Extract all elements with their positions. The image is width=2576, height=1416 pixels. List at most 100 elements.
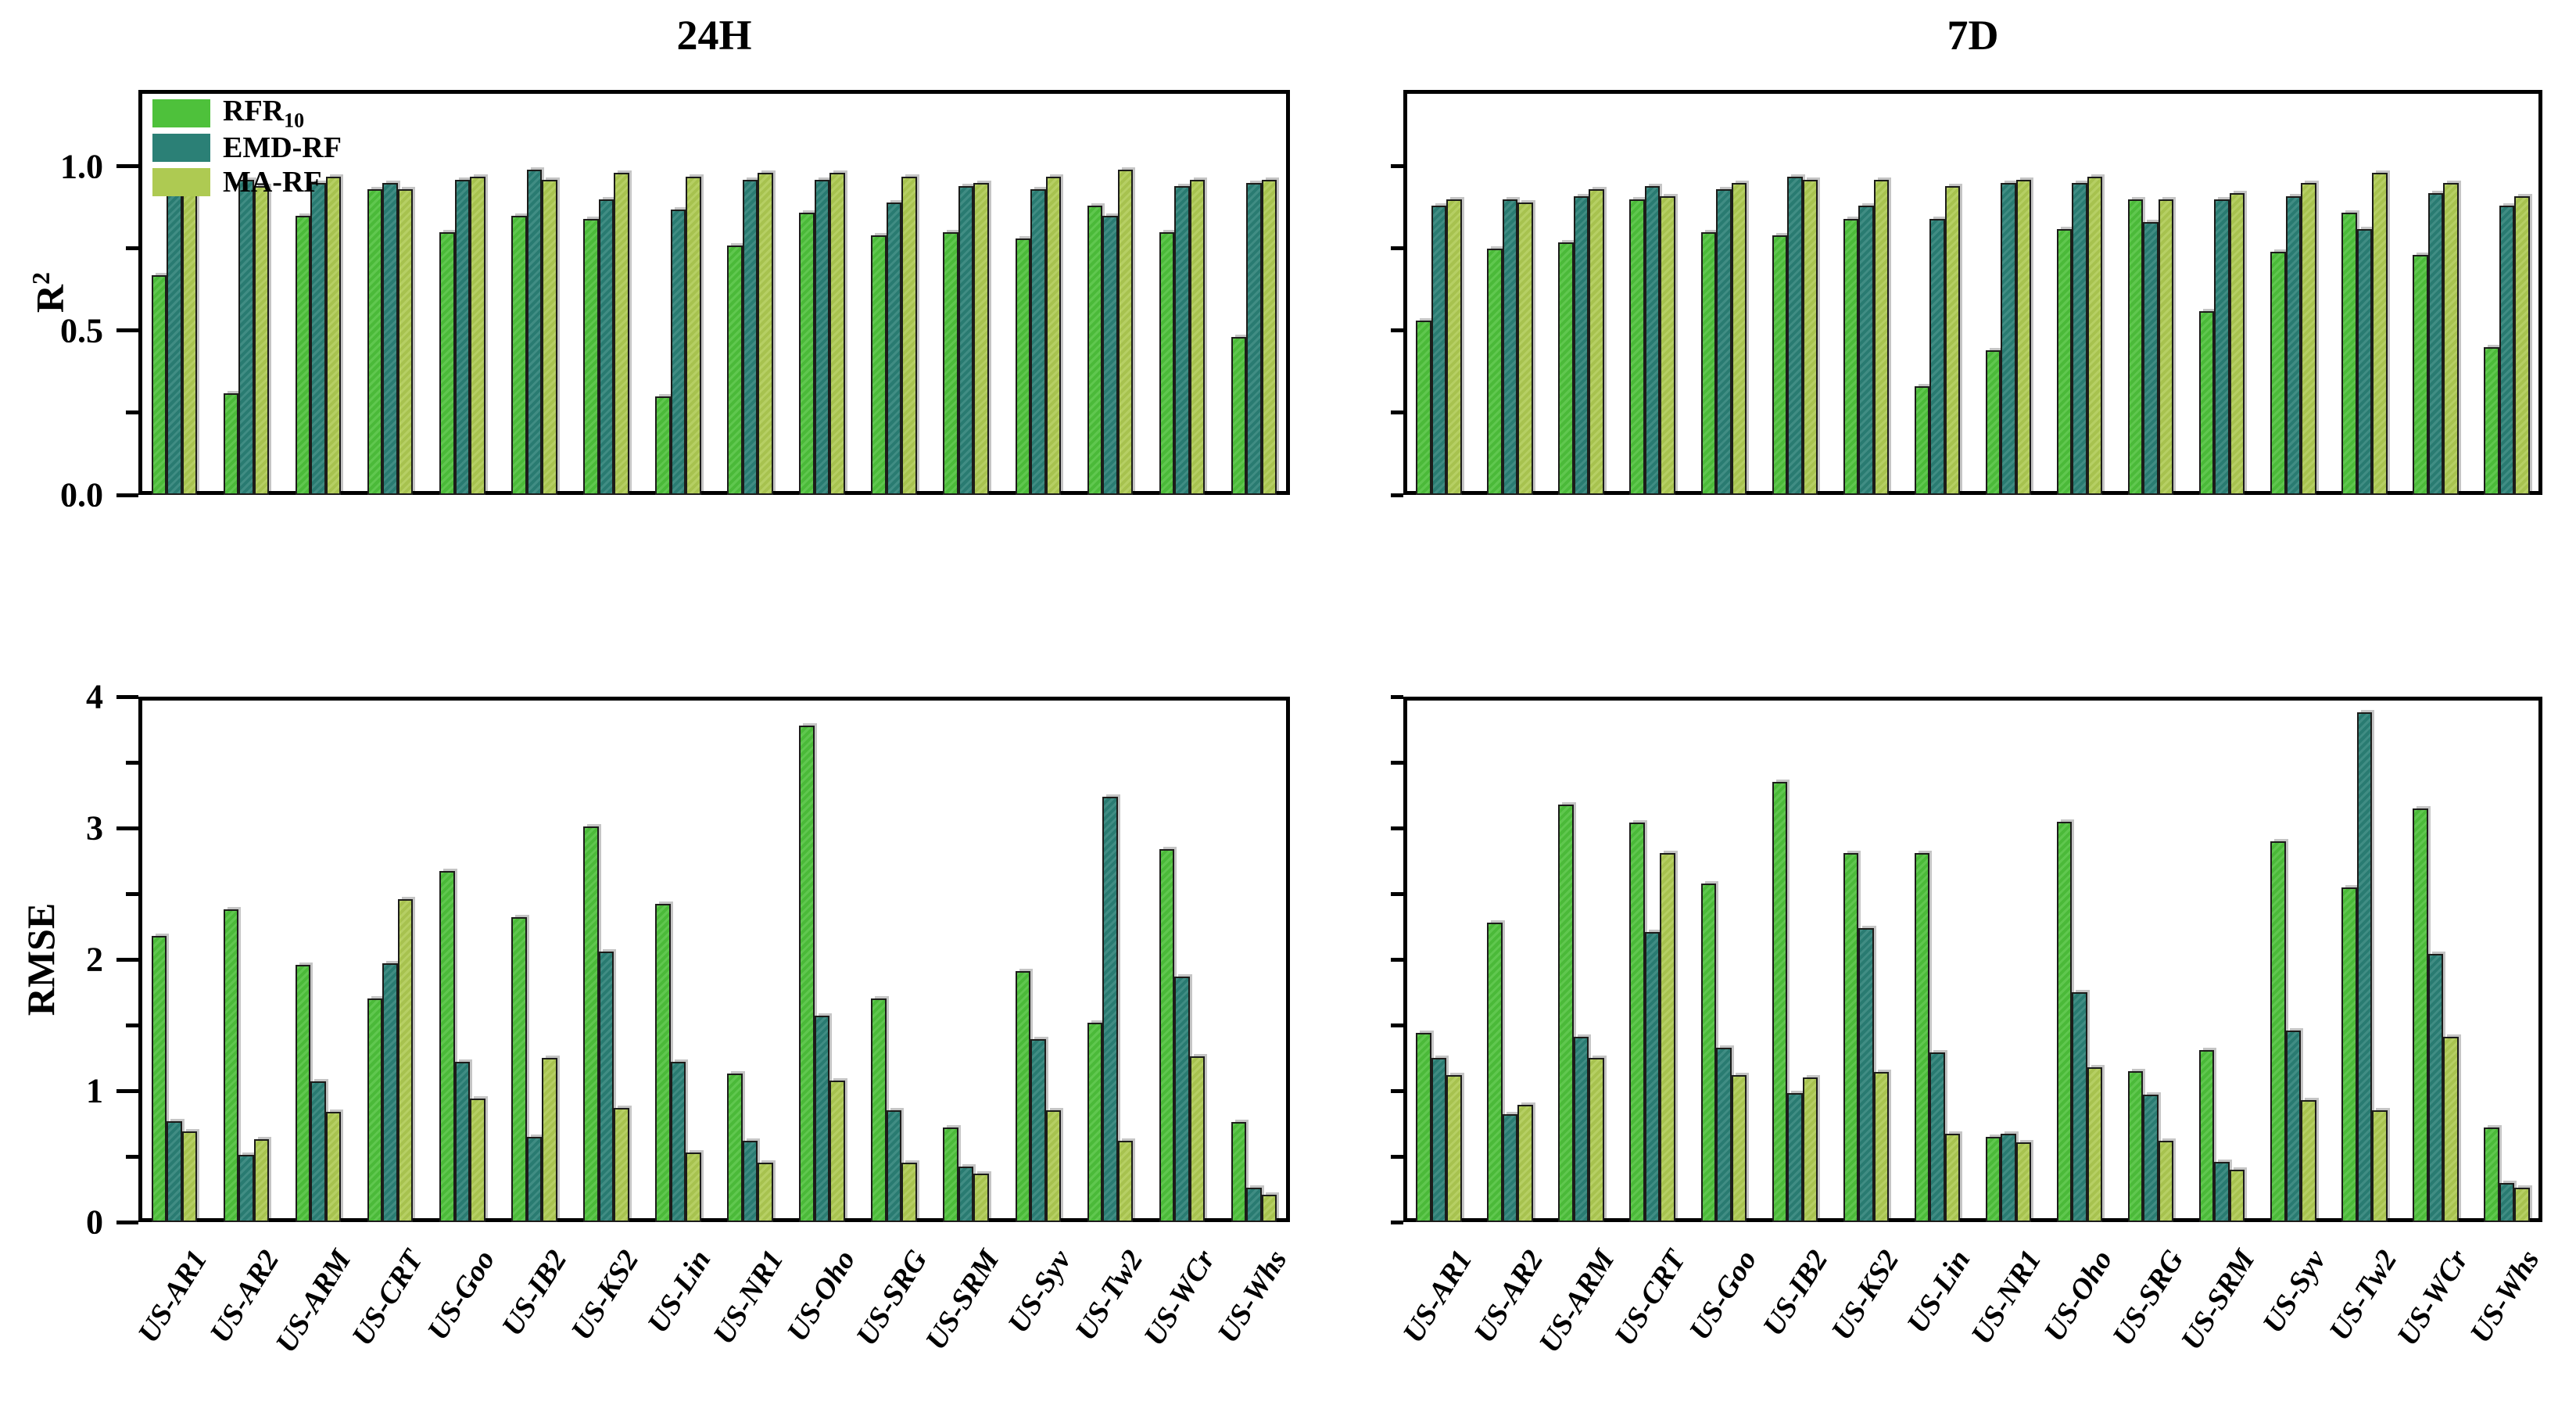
bar-r2-24h-US-Tw2-RFR10 — [1087, 206, 1103, 495]
legend-label: EMD-RF — [223, 131, 342, 164]
bar-rmse-7d-US-AR1-MA-RF — [1446, 1074, 1462, 1222]
bar-rmse-24h-US-Syv-RFR10 — [1015, 971, 1031, 1222]
bar-r2-7d-US-WCr-RFR10 — [2413, 255, 2428, 495]
bar-rmse-24h-US-Whs-EMD-RF — [1246, 1188, 1262, 1222]
x-tick-label-US-Syv: US-Syv — [1001, 1244, 1078, 1339]
bar-r2-24h-US-Syv-EMD-RF — [1030, 189, 1046, 495]
bar-r2-24h-US-Oho-RFR10 — [799, 212, 815, 495]
bar-r2-24h-US-Goo-RFR10 — [439, 231, 455, 495]
bar-rmse-24h-US-ARM-RFR10 — [295, 964, 311, 1222]
bar-rmse-24h-US-Lin-EMD-RF — [670, 1062, 686, 1222]
bar-rmse-7d-US-Tw2-RFR10 — [2341, 887, 2357, 1222]
bar-r2-24h-US-Lin-MA-RF — [686, 176, 701, 495]
bar-rmse-24h-US-SRM-RFR10 — [943, 1127, 958, 1222]
bar-r2-7d-US-Lin-RFR10 — [1914, 386, 1930, 495]
bar-r2-7d-US-Oho-MA-RF — [2087, 176, 2103, 495]
bar-rmse-7d-US-IB2-RFR10 — [1772, 782, 1788, 1222]
bar-r2-7d-US-AR2-MA-RF — [1517, 203, 1533, 495]
bar-rmse-24h-US-NR1-RFR10 — [727, 1074, 743, 1222]
bar-rmse-24h-US-CRT-RFR10 — [367, 998, 383, 1222]
bar-rmse-7d-US-Syv-MA-RF — [2301, 1099, 2316, 1222]
legend-item: EMD-RF — [152, 131, 342, 165]
bar-rmse-7d-US-Oho-MA-RF — [2087, 1066, 2103, 1222]
bar-rmse-7d-US-Whs-RFR10 — [2484, 1127, 2499, 1222]
bar-r2-7d-US-Lin-MA-RF — [1944, 186, 1961, 495]
bar-r2-24h-US-KS2-MA-RF — [614, 173, 629, 495]
bar-rmse-7d-US-IB2-EMD-RF — [1787, 1093, 1803, 1222]
bar-r2-7d-US-SRM-RFR10 — [2198, 310, 2215, 495]
bar-rmse-24h-US-ARM-EMD-RF — [310, 1081, 326, 1222]
bar-r2-24h-US-SRG-MA-RF — [901, 176, 917, 495]
bar-rmse-7d-US-SRM-RFR10 — [2198, 1049, 2215, 1222]
bar-r2-7d-US-KS2-MA-RF — [1873, 179, 1890, 495]
bar-r2-7d-US-ARM-EMD-RF — [1573, 195, 1589, 495]
y-tick — [116, 328, 138, 333]
legend-label: MA-RF — [223, 166, 322, 199]
bar-r2-7d-US-NR1-RFR10 — [1985, 350, 2001, 495]
y-tick — [1391, 164, 1403, 169]
x-tick-label-US-AR1: US-AR1 — [1396, 1244, 1478, 1349]
y-tick-label: 4 — [86, 677, 103, 716]
bar-r2-24h-US-SRM-RFR10 — [943, 231, 958, 495]
bar-rmse-7d-US-Goo-RFR10 — [1700, 883, 1717, 1222]
bar-r2-7d-US-Goo-EMD-RF — [1716, 189, 1732, 495]
bar-r2-24h-US-Tw2-EMD-RF — [1102, 215, 1118, 495]
bar-r2-24h-US-NR1-MA-RF — [758, 173, 773, 495]
bar-r2-24h-US-NR1-EMD-RF — [742, 179, 758, 495]
legend-swatch-ma_rf — [152, 168, 210, 196]
bar-r2-24h-US-IB2-EMD-RF — [526, 170, 543, 495]
bar-rmse-7d-US-NR1-RFR10 — [1985, 1136, 2001, 1222]
bar-rmse-7d-US-ARM-MA-RF — [1589, 1058, 1604, 1222]
bar-r2-7d-US-Oho-EMD-RF — [2072, 182, 2087, 495]
bar-r2-24h-US-Syv-MA-RF — [1045, 176, 1062, 495]
bar-r2-24h-US-IB2-RFR10 — [511, 215, 527, 495]
bar-rmse-24h-US-AR1-RFR10 — [151, 935, 167, 1222]
bar-r2-24h-US-Oho-MA-RF — [829, 173, 845, 495]
bar-rmse-24h-US-Tw2-MA-RF — [1117, 1140, 1134, 1222]
y-tick — [1391, 1023, 1403, 1027]
bar-r2-7d-US-SRG-MA-RF — [2158, 199, 2174, 495]
y-tick — [126, 1154, 138, 1159]
bar-r2-24h-US-AR2-MA-RF — [253, 186, 270, 495]
bar-r2-24h-US-KS2-EMD-RF — [598, 199, 614, 495]
bar-r2-7d-US-IB2-MA-RF — [1802, 179, 1818, 495]
bar-r2-24h-US-WCr-EMD-RF — [1174, 186, 1190, 495]
bar-r2-7d-US-Goo-MA-RF — [1731, 182, 1747, 495]
bar-r2-24h-US-ARM-MA-RF — [325, 176, 342, 495]
bar-rmse-24h-US-Oho-EMD-RF — [814, 1016, 830, 1222]
y-tick — [116, 694, 138, 699]
bar-r2-24h-US-SRM-MA-RF — [973, 182, 989, 495]
x-tick-label-US-WCr: US-WCr — [2391, 1244, 2475, 1352]
bar-r2-24h-US-IB2-MA-RF — [542, 179, 557, 495]
bar-rmse-7d-US-AR2-MA-RF — [1517, 1105, 1533, 1222]
y-tick-label: 2 — [86, 940, 103, 979]
y-tick — [1391, 410, 1403, 415]
bar-r2-24h-US-Goo-EMD-RF — [454, 179, 471, 495]
bar-rmse-24h-US-ARM-MA-RF — [325, 1111, 342, 1222]
legend-item: RFR10 — [152, 96, 342, 131]
bar-rmse-24h-US-NR1-EMD-RF — [742, 1140, 758, 1222]
y-tick — [1391, 826, 1403, 830]
bar-rmse-24h-US-SRG-EMD-RF — [886, 1110, 902, 1222]
bar-rmse-7d-US-AR1-RFR10 — [1416, 1033, 1431, 1222]
x-tick-label-US-IB2: US-IB2 — [1756, 1244, 1835, 1342]
bar-r2-7d-US-AR1-RFR10 — [1416, 321, 1431, 495]
bar-r2-7d-US-ARM-MA-RF — [1589, 189, 1604, 495]
bar-rmse-24h-US-IB2-EMD-RF — [526, 1136, 543, 1222]
bar-r2-7d-US-AR2-RFR10 — [1487, 248, 1503, 495]
bar-r2-24h-US-Whs-EMD-RF — [1246, 182, 1262, 495]
bar-rmse-7d-US-Whs-EMD-RF — [2499, 1182, 2515, 1222]
bar-rmse-7d-US-WCr-MA-RF — [2443, 1037, 2459, 1222]
y-tick — [1391, 1088, 1403, 1093]
bar-rmse-24h-US-AR1-MA-RF — [181, 1131, 198, 1222]
bar-rmse-24h-US-SRG-RFR10 — [871, 998, 887, 1222]
bar-r2-7d-US-IB2-RFR10 — [1772, 235, 1788, 495]
bar-rmse-24h-US-NR1-MA-RF — [758, 1163, 773, 1222]
bar-r2-7d-US-NR1-EMD-RF — [2001, 182, 2016, 495]
bar-r2-7d-US-WCr-MA-RF — [2443, 182, 2459, 495]
y-tick-label: 3 — [86, 808, 103, 848]
bar-r2-24h-US-NR1-RFR10 — [727, 245, 743, 495]
bar-r2-24h-US-WCr-MA-RF — [1189, 179, 1206, 495]
bar-r2-24h-US-Tw2-MA-RF — [1117, 170, 1134, 495]
bar-r2-7d-US-IB2-EMD-RF — [1787, 176, 1803, 495]
